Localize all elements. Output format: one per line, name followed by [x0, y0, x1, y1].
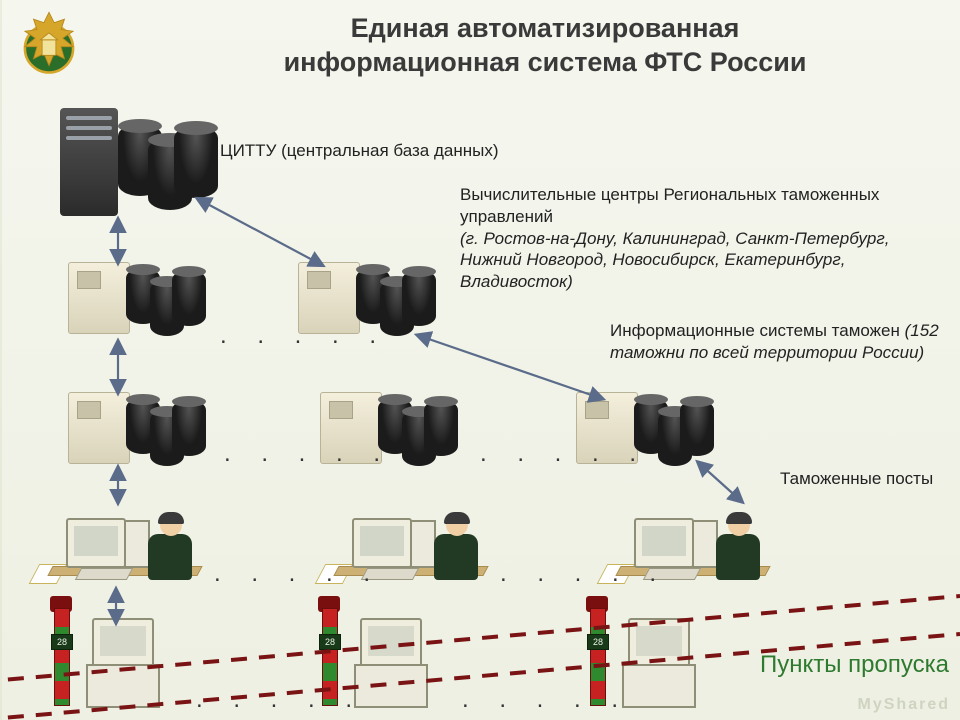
slide-canvas: Единая автоматизированная информационная… [0, 0, 960, 720]
border-dashed-lines [0, 0, 960, 720]
watermark: MyShared [858, 696, 950, 714]
